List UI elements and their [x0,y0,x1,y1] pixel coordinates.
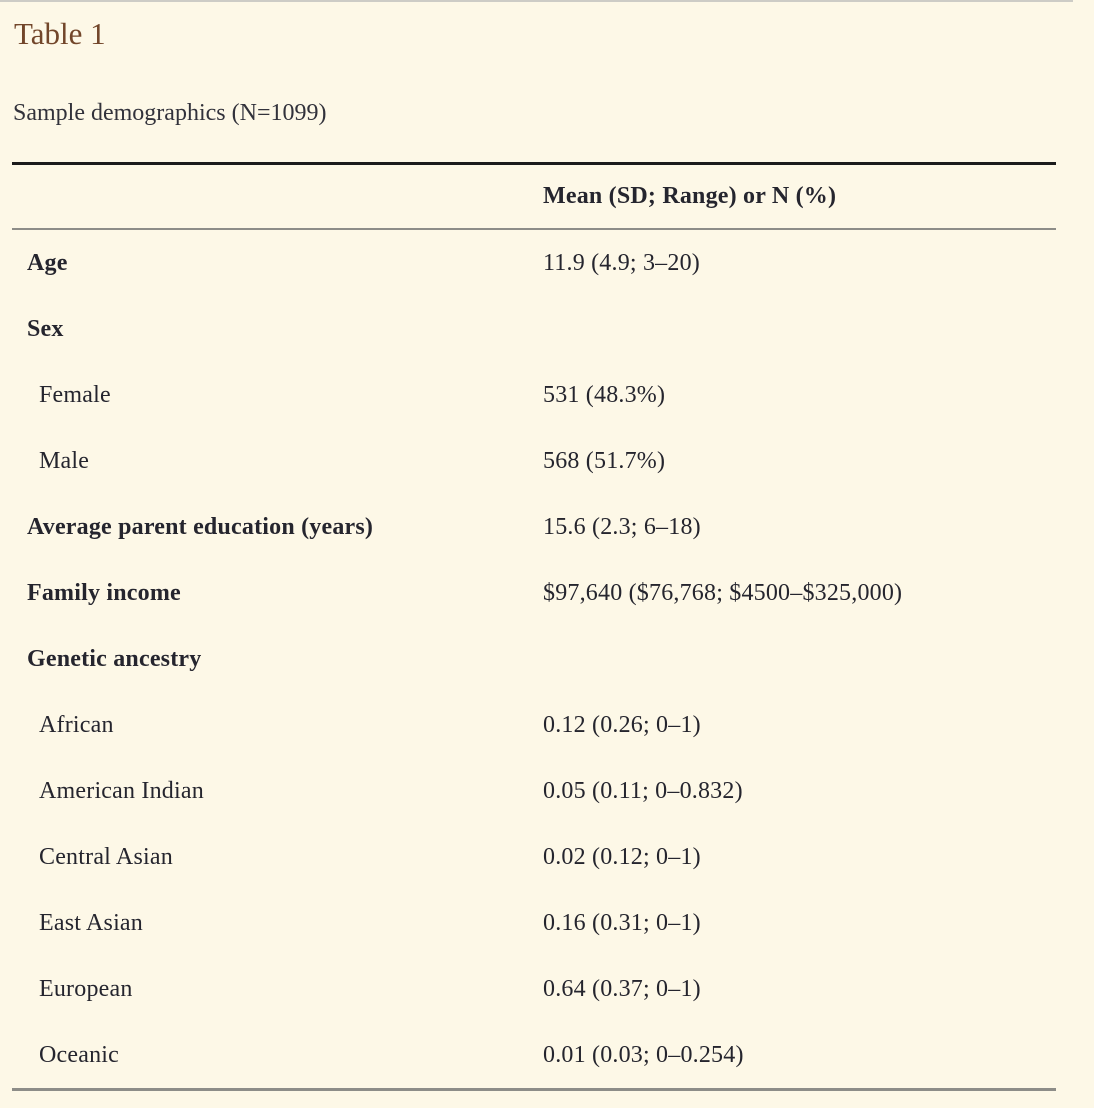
row-value: $97,640 ($76,768; $4500–$325,000) [543,579,903,606]
table-row: East Asian 0.16 (0.31; 0–1) [12,890,1056,956]
row-label: European [39,975,133,1002]
row-value: 0.16 (0.31; 0–1) [543,909,701,936]
row-label: Central Asian [39,843,173,870]
row-label: Sex [27,315,64,342]
demographics-table: Mean (SD; Range) or N (%) Age 11.9 (4.9;… [12,162,1056,1091]
table-body: Age 11.9 (4.9; 3–20) Sex Female 531 (48.… [12,230,1056,1088]
table-row: Female 531 (48.3%) [12,362,1056,428]
row-value: 11.9 (4.9; 3–20) [543,249,700,276]
table-row: Family income $97,640 ($76,768; $4500–$3… [12,560,1056,626]
table-row: European 0.64 (0.37; 0–1) [12,956,1056,1022]
table-row: Genetic ancestry [12,626,1056,692]
row-label: Average parent education (years) [27,513,374,540]
row-label: Female [39,381,111,408]
row-label: Age [27,249,68,276]
row-label: Genetic ancestry [27,645,202,672]
table-row: Central Asian 0.02 (0.12; 0–1) [12,824,1056,890]
row-value: 0.01 (0.03; 0–0.254) [543,1041,744,1068]
table-row: American Indian 0.05 (0.11; 0–0.832) [12,758,1056,824]
header-value-cell: Mean (SD; Range) or N (%) [543,183,837,209]
table-caption: Sample demographics (N=1099) [13,100,327,126]
table-row: Average parent education (years) 15.6 (2… [12,494,1056,560]
row-label: East Asian [39,909,143,936]
row-value: 0.02 (0.12; 0–1) [543,843,701,870]
table-header-row: Mean (SD; Range) or N (%) [12,165,1056,230]
row-value: 0.12 (0.26; 0–1) [543,711,701,738]
table-row: Age 11.9 (4.9; 3–20) [12,230,1056,296]
table-row: Sex [12,296,1056,362]
table-row: Oceanic 0.01 (0.03; 0–0.254) [12,1022,1056,1088]
table-row: African 0.12 (0.26; 0–1) [12,692,1056,758]
row-value: 0.05 (0.11; 0–0.832) [543,777,743,804]
row-label: American Indian [39,777,204,804]
row-label: African [39,711,114,738]
row-value: 0.64 (0.37; 0–1) [543,975,701,1002]
row-value: 531 (48.3%) [543,381,666,408]
row-label: Male [39,447,90,474]
row-value: 568 (51.7%) [543,447,666,474]
table-row: Male 568 (51.7%) [12,428,1056,494]
row-label: Family income [27,579,181,606]
row-label: Oceanic [39,1041,120,1068]
row-value: 15.6 (2.3; 6–18) [543,513,701,540]
page-top-divider [0,0,1073,2]
page-title: Table 1 [14,16,106,51]
